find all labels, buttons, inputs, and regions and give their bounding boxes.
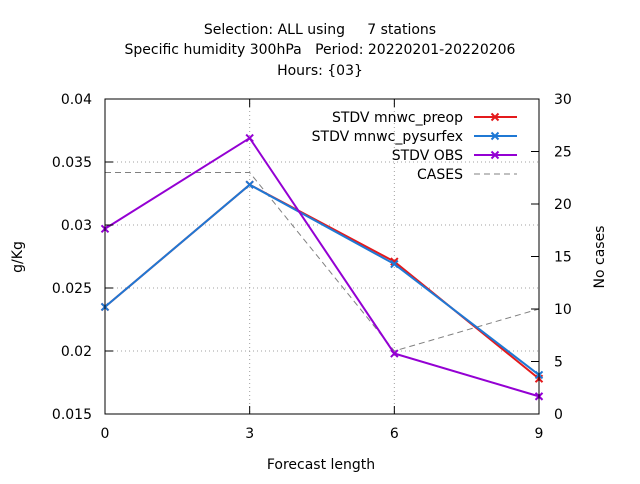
legend-label: STDV OBS	[392, 148, 463, 164]
series-line	[104, 183, 540, 380]
plot-frame	[104, 98, 540, 415]
y-tick-label: 0.03	[61, 218, 92, 234]
x-tick-label: 3	[245, 426, 254, 442]
series-cases	[105, 172, 540, 352]
title-line-3: Hours: {03}	[277, 63, 363, 79]
y-tick-label: 0.04	[61, 92, 92, 108]
data-point	[245, 180, 254, 189]
y-tick-label: 0.025	[52, 281, 92, 297]
series-line	[105, 172, 540, 352]
legend: STDV mnwc_preop STDV mnwc_pysurfex STDV OB…	[312, 110, 517, 183]
series-line	[104, 136, 540, 398]
y-tick-label: 0.015	[52, 407, 92, 423]
y2-tick-label: 30	[554, 92, 572, 108]
y-tick-label: 0.035	[52, 155, 92, 171]
plot-border	[104, 98, 540, 415]
y2-axis-label: No cases	[592, 226, 608, 289]
y-axis-label: g/Kg	[10, 241, 26, 273]
x-tick-label: 0	[101, 426, 110, 442]
legend-marker	[490, 150, 500, 160]
series-stdv-mnwc-preop	[100, 180, 544, 383]
series	[100, 133, 544, 401]
y2-tick-label: 0	[554, 407, 563, 423]
y2-tick-label: 25	[554, 145, 572, 161]
legend-label: CASES	[417, 167, 463, 183]
series-line	[104, 183, 540, 376]
title-line-2: Specific humidity 300hPa Period: 2022020…	[125, 42, 516, 58]
y2-tick-label: 15	[554, 250, 572, 266]
y2-tick-label: 20	[554, 197, 572, 213]
y-tick-label: 0.02	[61, 344, 92, 360]
data-point	[245, 133, 254, 143]
legend-label: STDV mnwc_pysurfex	[312, 129, 463, 145]
y2-tick-label: 10	[554, 302, 572, 318]
x-tick-label: 6	[390, 426, 399, 442]
title-line-1: Selection: ALL using 7 stations	[204, 22, 436, 38]
legend-label: STDV mnwc_preop	[332, 110, 463, 126]
data-point	[390, 349, 399, 358]
y2-tick-label: 5	[554, 355, 563, 371]
legend-marker	[490, 112, 500, 122]
series-stdv-mnwc-pysurfex	[100, 180, 544, 380]
x-axis-label: Forecast length	[267, 457, 375, 473]
legend-marker	[490, 131, 500, 141]
chart-title: Selection: ALL using 7 stations Specific…	[125, 22, 516, 79]
data-point	[390, 259, 399, 269]
x-tick-label: 9	[535, 426, 544, 442]
grid	[105, 99, 539, 414]
